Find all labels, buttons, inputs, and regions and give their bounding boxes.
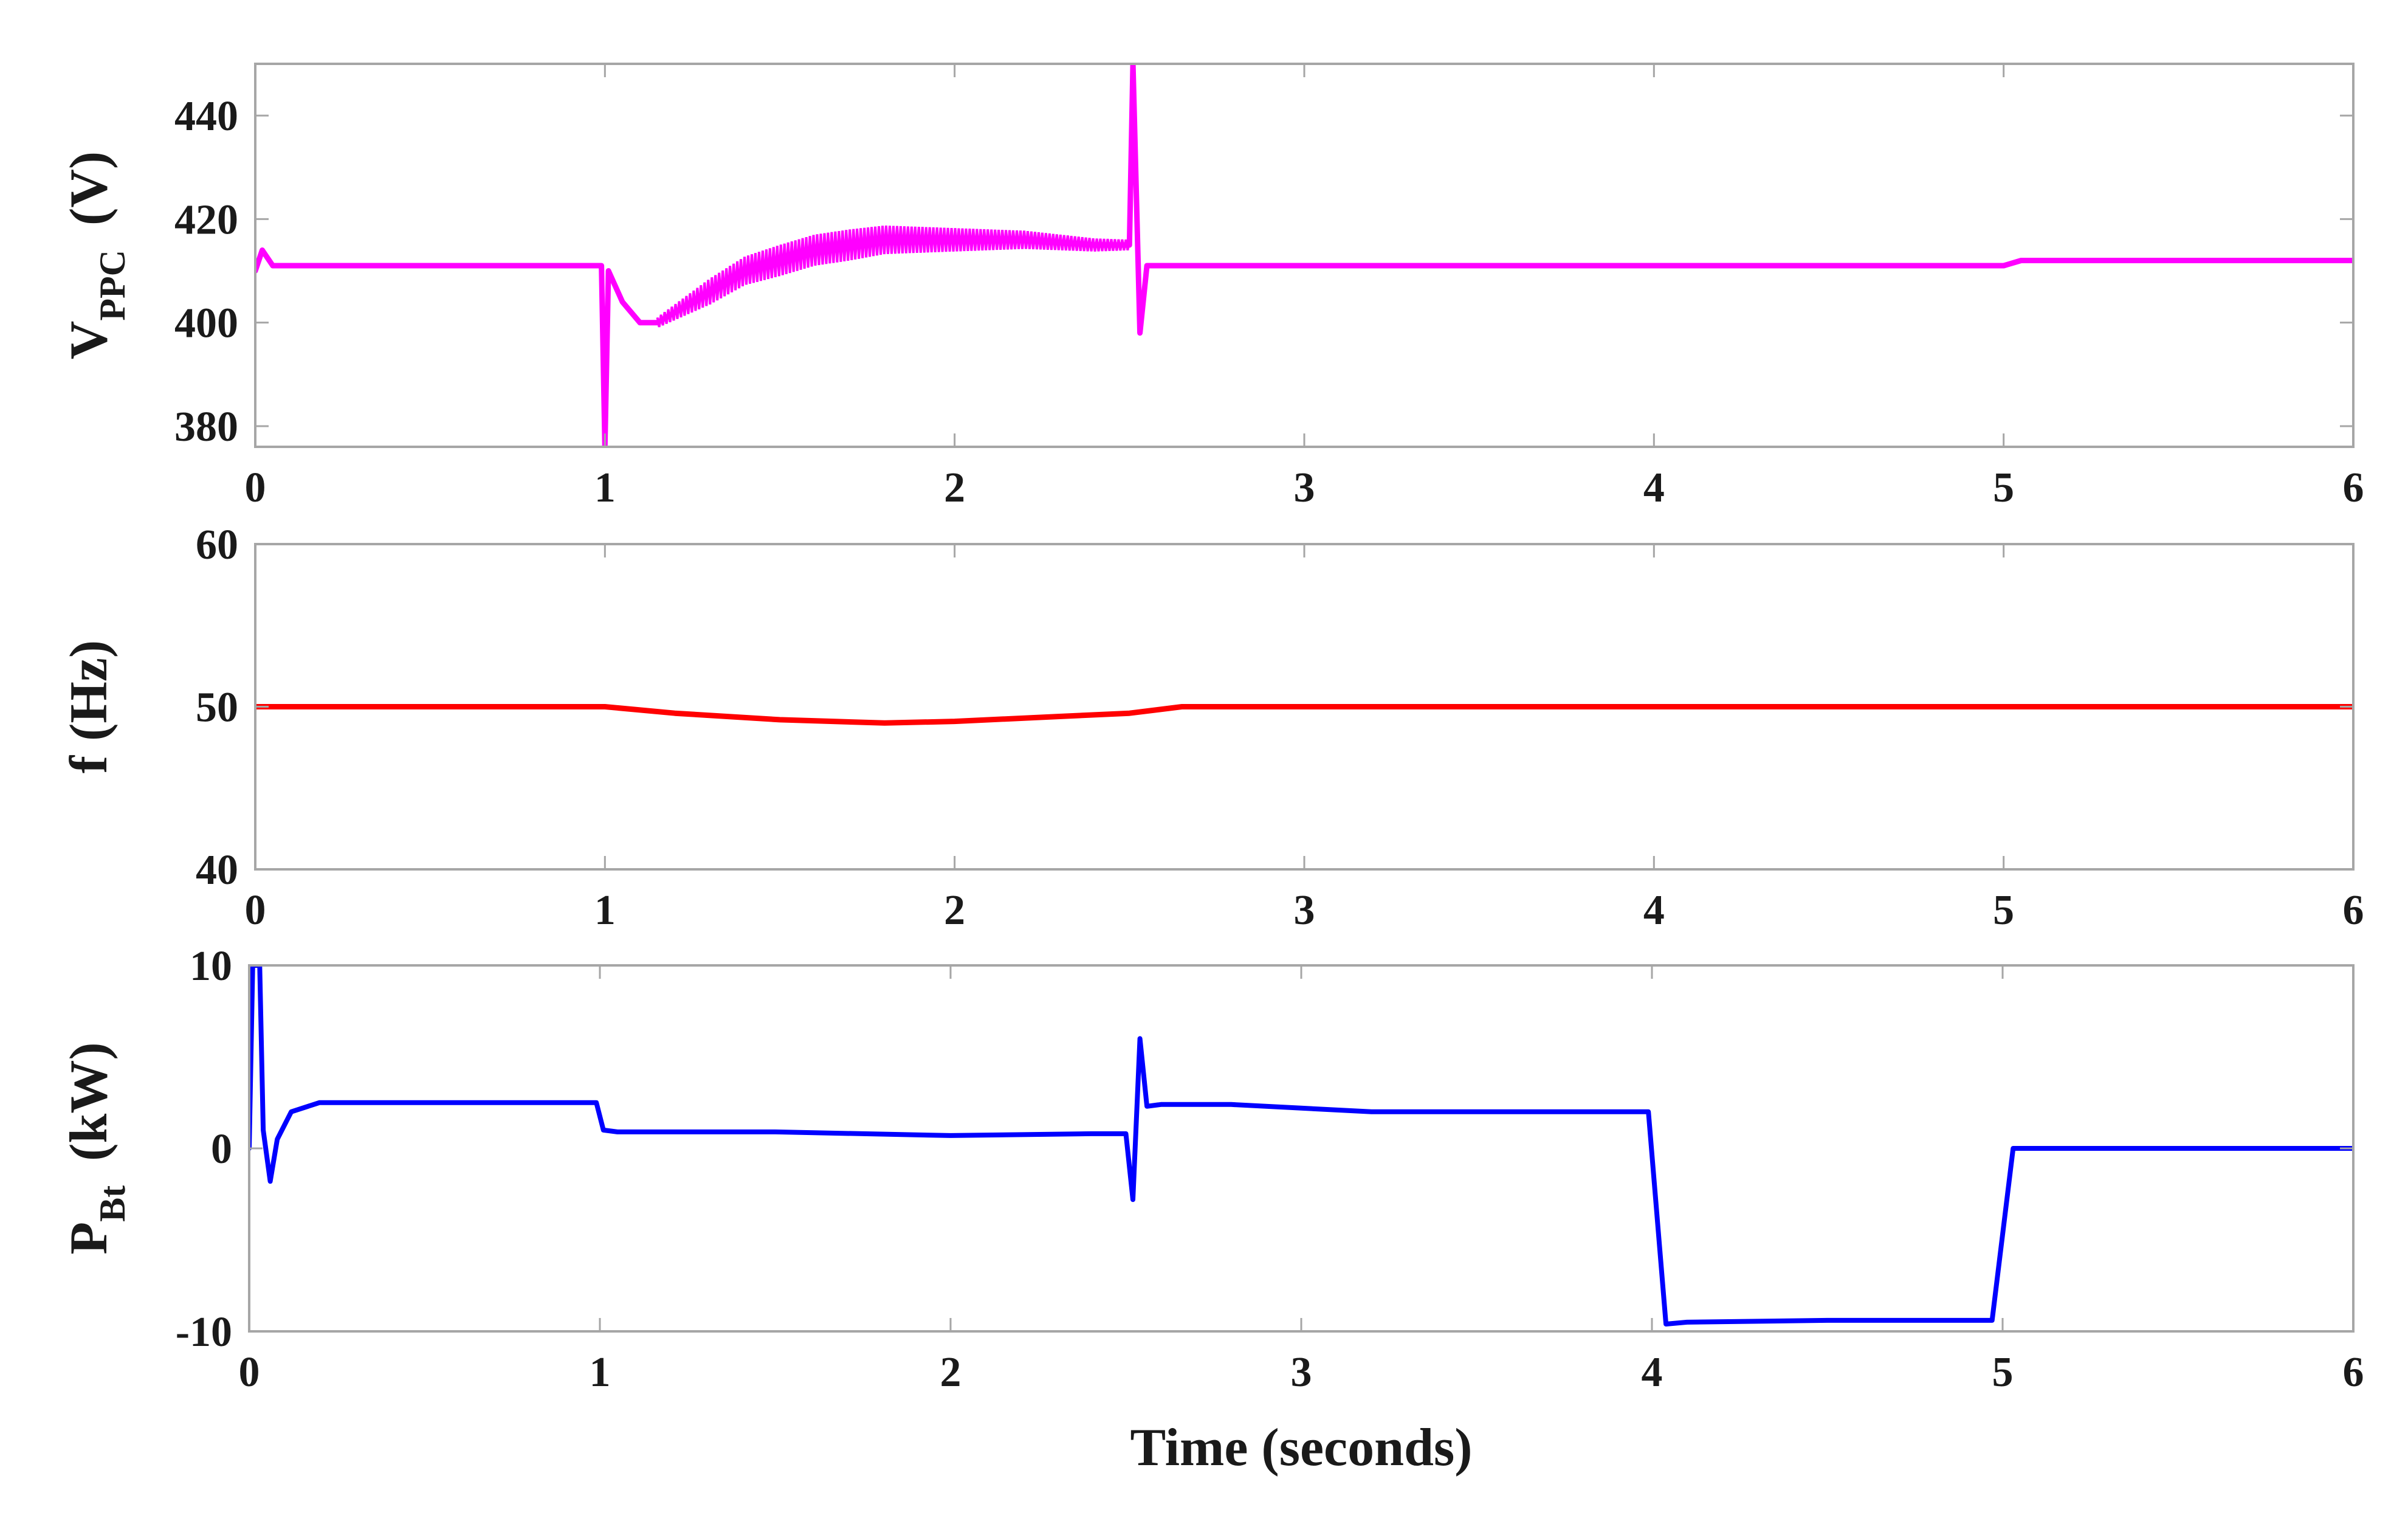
voltage-x-tick-label: 0 — [245, 464, 266, 511]
battery-power-y-axis-label: PBt(kW) — [60, 1042, 132, 1254]
voltage-x-tick-label: 3 — [1294, 464, 1315, 511]
battery-power-x-tick-label: 4 — [1642, 1349, 1663, 1396]
frequency-y-tick-label: 40 — [196, 847, 238, 894]
battery-power-x-tick-label: 2 — [940, 1349, 961, 1396]
battery-power-x-tick-label: 1 — [590, 1349, 611, 1396]
voltage-x-tick-label: 4 — [1643, 464, 1665, 511]
voltage-y-axis-label: VPPC(V) — [60, 151, 132, 359]
frequency-x-tick-label: 3 — [1294, 887, 1315, 934]
frequency-y-tick-label: 60 — [196, 522, 238, 568]
frequency-x-tick-label: 2 — [944, 887, 965, 934]
frequency-x-tick-label: 1 — [594, 887, 616, 934]
chart-frequency: 0 1 2 3 4 5 6 40 50 60 f(Hz) — [60, 522, 2364, 934]
voltage-x-tick-label: 2 — [944, 464, 965, 511]
voltage-plot-area — [255, 64, 2353, 447]
battery-power-series-line — [249, 965, 2353, 1327]
battery-power-plot-area — [249, 965, 2353, 1327]
battery-power-y-tick-label: -10 — [176, 1309, 232, 1356]
battery-power-x-tick-label: 6 — [2343, 1349, 2364, 1396]
frequency-y-tick-label: 50 — [196, 685, 238, 731]
voltage-y-tick-label: 400 — [174, 300, 238, 347]
voltage-series-line — [255, 64, 2353, 447]
battery-power-x-tick-label: 5 — [1992, 1349, 2014, 1396]
voltage-x-tick-label: 6 — [2343, 464, 2364, 511]
frequency-x-tick-label: 0 — [245, 887, 266, 934]
voltage-y-tick-label: 420 — [174, 196, 238, 243]
chart-voltage: 0 1 2 3 4 5 6 380 400 420 440 VPPC(V) — [60, 63, 2364, 511]
voltage-x-tick-label: 1 — [594, 464, 616, 511]
voltage-y-tick-label: 440 — [174, 93, 238, 140]
frequency-plot-area — [255, 704, 2353, 726]
frequency-x-tick-label: 5 — [1993, 887, 2014, 934]
battery-power-x-axis-label: Time (seconds) — [1130, 1418, 1472, 1477]
voltage-x-tick-label: 5 — [1993, 464, 2014, 511]
battery-power-x-tick-label: 3 — [1291, 1349, 1312, 1396]
frequency-x-tick-label: 4 — [1643, 887, 1665, 934]
frequency-y-axis-label: f(Hz) — [60, 640, 119, 773]
voltage-y-tick-label: 380 — [174, 404, 238, 450]
frequency-x-tick-label: 6 — [2343, 887, 2364, 934]
battery-power-y-tick-label: 0 — [211, 1126, 232, 1173]
frequency-series-line — [255, 704, 2353, 726]
battery-power-y-tick-label: 10 — [190, 943, 232, 990]
voltage-axes-frame — [254, 63, 2355, 448]
battery-power-x-tick-label: 0 — [239, 1349, 260, 1396]
